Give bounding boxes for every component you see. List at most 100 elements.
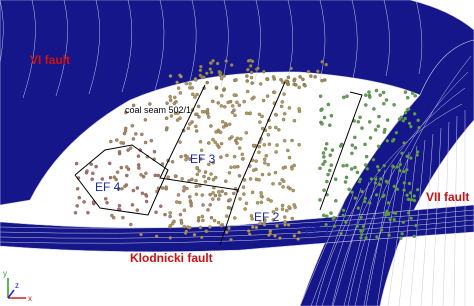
event-dot bbox=[409, 156, 413, 160]
event-dot bbox=[178, 140, 182, 144]
event-dot bbox=[131, 137, 136, 141]
event-dot bbox=[198, 225, 203, 230]
event-dot bbox=[341, 208, 346, 213]
event-dot bbox=[385, 118, 390, 122]
event-dot bbox=[232, 191, 236, 196]
axis-z-label: z bbox=[15, 281, 19, 290]
event-dot bbox=[208, 192, 212, 197]
event-dot bbox=[266, 197, 270, 202]
event-dot bbox=[339, 142, 344, 147]
event-dot bbox=[281, 179, 286, 184]
event-dot bbox=[257, 144, 262, 149]
event-dot bbox=[258, 221, 262, 225]
event-dot bbox=[409, 124, 413, 129]
event-dot bbox=[408, 191, 413, 195]
event-dot bbox=[168, 236, 173, 240]
event-dot bbox=[205, 110, 210, 115]
event-dot bbox=[143, 140, 148, 145]
event-dot bbox=[344, 175, 349, 180]
grid-line bbox=[415, 0, 423, 75]
event-dot bbox=[265, 94, 270, 98]
event-dot bbox=[353, 135, 357, 140]
event-dot bbox=[206, 115, 211, 119]
event-dot bbox=[209, 70, 214, 75]
event-dot bbox=[216, 101, 221, 105]
ef-label: EF 2 bbox=[254, 210, 280, 224]
event-dot bbox=[249, 75, 254, 80]
event-dot bbox=[274, 207, 279, 211]
event-dot bbox=[131, 103, 136, 108]
event-dot bbox=[183, 231, 188, 235]
event-dot bbox=[283, 215, 287, 219]
event-dot bbox=[217, 145, 221, 149]
event-dot bbox=[112, 175, 117, 179]
event-dot bbox=[192, 233, 197, 237]
event-dot bbox=[400, 231, 404, 236]
event-dot bbox=[281, 166, 286, 170]
event-dot bbox=[298, 75, 302, 79]
event-dot bbox=[365, 167, 370, 171]
event-dot bbox=[353, 165, 357, 170]
ef4-outline bbox=[74, 144, 169, 216]
event-dot bbox=[173, 174, 178, 178]
event-dot bbox=[148, 102, 152, 106]
event-dot bbox=[126, 148, 130, 152]
event-dot bbox=[257, 150, 261, 154]
event-dot bbox=[266, 133, 271, 137]
event-dot bbox=[367, 90, 371, 94]
event-dot bbox=[399, 236, 403, 240]
event-dot bbox=[407, 181, 412, 186]
event-dot bbox=[86, 210, 90, 215]
event-dot bbox=[402, 181, 407, 185]
event-dot bbox=[194, 192, 199, 197]
event-dot bbox=[165, 101, 169, 105]
event-dot bbox=[318, 198, 322, 202]
event-dot bbox=[219, 76, 224, 81]
event-dot bbox=[345, 163, 349, 168]
event-dot bbox=[82, 200, 86, 204]
event-dot bbox=[242, 192, 246, 196]
event-dot bbox=[188, 157, 192, 161]
event-dot bbox=[414, 223, 418, 228]
event-dot bbox=[201, 218, 205, 223]
event-dot bbox=[275, 143, 279, 147]
event-dot bbox=[323, 147, 328, 151]
event-dot bbox=[382, 130, 387, 134]
event-dot bbox=[330, 148, 335, 152]
event-dot bbox=[154, 210, 158, 215]
event-dot bbox=[376, 144, 381, 149]
event-dot bbox=[119, 141, 123, 145]
event-dot bbox=[247, 232, 252, 237]
event-dot bbox=[75, 187, 80, 191]
event-dot bbox=[242, 178, 247, 182]
event-dot bbox=[199, 148, 204, 153]
ef2-outline bbox=[219, 189, 239, 246]
event-dot bbox=[170, 160, 175, 164]
event-dot bbox=[320, 122, 324, 126]
event-dot bbox=[227, 122, 232, 127]
event-dot bbox=[323, 78, 327, 82]
event-dot bbox=[341, 164, 345, 168]
event-dot bbox=[169, 114, 174, 118]
event-dot bbox=[263, 161, 267, 165]
event-dot bbox=[179, 218, 183, 223]
event-dot bbox=[294, 83, 298, 87]
grid-line bbox=[420, 133, 434, 306]
event-dot bbox=[272, 90, 277, 95]
event-dot bbox=[200, 235, 204, 240]
event-dot bbox=[254, 167, 258, 172]
event-dot bbox=[360, 189, 364, 194]
event-dot bbox=[195, 172, 200, 177]
event-dot bbox=[152, 149, 157, 154]
event-dot bbox=[395, 187, 400, 191]
event-dot bbox=[245, 89, 250, 94]
event-dot bbox=[405, 193, 409, 197]
seam-label: coal seam 502/1 bbox=[125, 105, 191, 115]
event-dot bbox=[415, 187, 420, 192]
klodnicki-fault-label: Klodnicki fault bbox=[130, 251, 213, 265]
event-dot bbox=[184, 81, 189, 86]
event-dot bbox=[377, 182, 382, 187]
event-dot bbox=[329, 113, 334, 118]
event-dot bbox=[392, 217, 396, 222]
event-dot bbox=[280, 100, 285, 104]
